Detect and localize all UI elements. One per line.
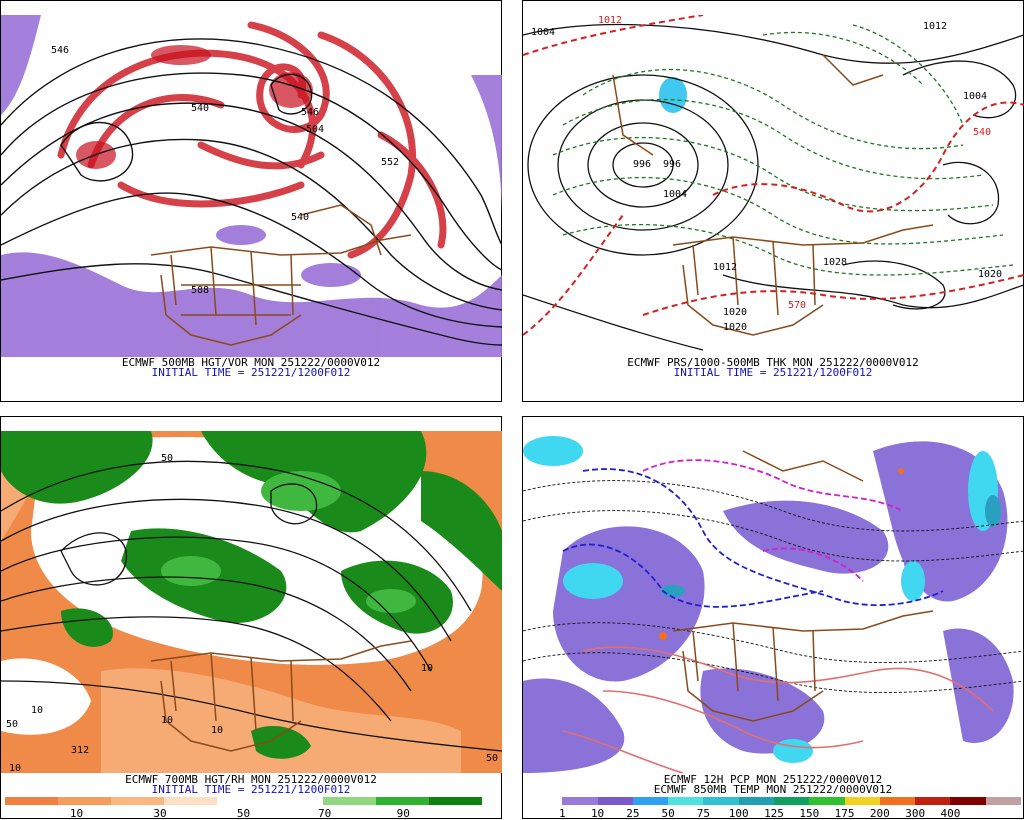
map-precip-temp: [523, 431, 1024, 773]
map-700mb-humidity: 10 10 10 312 10 50 50 10 50: [1, 431, 502, 773]
colorbar-swatch: [270, 797, 323, 805]
contour-label: 1004: [531, 27, 555, 38]
map-500mb-vorticity: 546 540 546 552 504 540 588: [1, 15, 502, 357]
panel-caption: ECMWF PRS/1000-500MB THK MON 251222/0000…: [627, 356, 919, 369]
colorbar-label: 10: [69, 807, 84, 820]
colorbar-label: 150: [799, 807, 820, 820]
panel-pressure-thickness: 1012 1004 1012 996 996 1004 1012 1020 10…: [522, 0, 1024, 402]
colorbar-swatch: [703, 797, 739, 805]
colorbar-swatch: [809, 797, 845, 805]
colorbar-swatch: [527, 797, 563, 805]
map-pressure-svg: 1012 1004 1012 996 996 1004 1012 1020 10…: [523, 15, 1024, 351]
map-700mb-svg: 10 10 10 312 10 50 50 10 50: [1, 431, 502, 773]
panel-precip-temp: ECMWF 12H PCP MON 251222/0000V012 ECMWF …: [522, 416, 1024, 820]
contour-label: 1020: [723, 322, 747, 333]
precip-patch: [659, 77, 687, 113]
panel-700mb-humidity: 10 10 10 312 10 50 50 10 50 ECMWF 700MB …: [0, 416, 502, 820]
colorbar-swatch: [632, 797, 669, 805]
contour-label: 540: [291, 212, 309, 223]
colorbar-swatch: [376, 797, 429, 805]
colorbar-swatch: [915, 797, 951, 805]
colorbar-swatch: [879, 797, 916, 805]
colorbar-label: 125: [764, 807, 784, 820]
contour-label: 10: [421, 663, 433, 674]
colorbar-swatch: [58, 797, 111, 805]
contour-label: 504: [306, 124, 324, 135]
colorbar-swatch: [597, 797, 633, 805]
colorbar-swatch: [950, 797, 986, 805]
contour-label: 1004: [963, 91, 987, 102]
contour-label: 10: [211, 725, 223, 736]
colorbar-swatch: [429, 797, 482, 805]
colorbar-label: 300: [905, 807, 926, 820]
colorbar-swatch: [562, 797, 598, 805]
rh-colorbar-labels: 10 30 50 70 90: [5, 807, 482, 820]
contour-label: 10: [31, 705, 43, 716]
contour-label: 1012: [713, 262, 737, 273]
contour-label: 552: [381, 157, 399, 168]
colorbar-label: 25: [626, 807, 640, 820]
contour-label: 570: [788, 300, 806, 311]
colorbar-label: 70: [317, 807, 332, 820]
contour-label: 996: [663, 159, 681, 170]
colorbar-swatch: [844, 797, 880, 805]
colorbar-swatch: [738, 797, 774, 805]
colorbar-swatch: [668, 797, 704, 805]
contour-label: 50: [6, 719, 18, 730]
contour-label: 546: [301, 107, 319, 118]
contour-label: 546: [51, 45, 69, 56]
panel-initial-time: INITIAL TIME = 251221/1200F012: [673, 366, 873, 379]
contour-label: 1012: [923, 21, 947, 32]
colorbar-label: 30: [153, 807, 167, 820]
precip-max: [898, 468, 904, 474]
contour-label: 1020: [978, 269, 1002, 280]
colorbar-label: 10: [590, 807, 605, 820]
colorbar-label: 90: [396, 807, 410, 820]
colorbar-label: 175: [834, 807, 855, 820]
precip-max: [659, 632, 667, 640]
contour-label: 10: [9, 763, 21, 773]
colorbar-label: 75: [696, 807, 711, 820]
panel-caption: ECMWF 12H PCP MON 251222/0000V012: [663, 773, 883, 786]
map-pressure-thickness: 1012 1004 1012 996 996 1004 1012 1020 10…: [523, 15, 1024, 357]
rh-colorbar: [5, 797, 482, 805]
colorbar-label: 200: [869, 807, 890, 820]
colorbar-label: 400: [940, 807, 961, 820]
contour-label: 540: [191, 103, 209, 114]
panel-500mb-vorticity: 546 540 546 552 504 540 588 ECMWF 500MB …: [0, 0, 502, 402]
colorbar-swatch: [164, 797, 217, 805]
precip-colorbar-labels: 1 10 25 50 75 100 125 150 175 200 300 400: [527, 807, 1021, 820]
contour-label: 1028: [823, 257, 847, 268]
panel-caption: ECMWF 700MB HGT/RH MON 251222/0000V012: [125, 773, 377, 786]
colorbar-swatch: [217, 797, 270, 805]
contour-label: 1020: [723, 307, 747, 318]
colorbar-swatch: [985, 797, 1021, 805]
precip-colorbar: [527, 797, 1021, 805]
panel-initial-time: INITIAL TIME = 251221/1200F012: [151, 366, 351, 379]
colorbar-label: 1: [558, 807, 566, 820]
contour-label: 10: [161, 715, 173, 726]
map-precip-svg: [523, 436, 1024, 773]
contour-label: 50: [161, 453, 173, 464]
contour-label: 50: [486, 753, 498, 764]
colorbar-label: 50: [661, 807, 675, 820]
colorbar-swatch: [111, 797, 164, 805]
map-500mb-svg: 546 540 546 552 504 540 588: [1, 15, 502, 357]
colorbar-swatch: [5, 797, 58, 805]
panel-caption: ECMWF 500MB HGT/VOR MON 251222/0000V012: [121, 356, 381, 369]
panel-caption-secondary: ECMWF 850MB TEMP MON 251222/0000V012: [653, 783, 893, 796]
panel-initial-time: INITIAL TIME = 251221/1200F012: [151, 783, 351, 796]
contour-label: 540: [973, 127, 991, 138]
contour-label: 588: [191, 285, 209, 296]
colorbar-swatch: [773, 797, 810, 805]
contour-label: 996: [633, 159, 651, 170]
contour-label: 1004: [663, 189, 687, 200]
colorbar-label: 50: [236, 807, 251, 820]
colorbar-label: 100: [728, 807, 749, 820]
colorbar-swatch: [323, 797, 376, 805]
contour-label: 312: [71, 745, 89, 756]
contour-label: 1012: [598, 15, 622, 26]
